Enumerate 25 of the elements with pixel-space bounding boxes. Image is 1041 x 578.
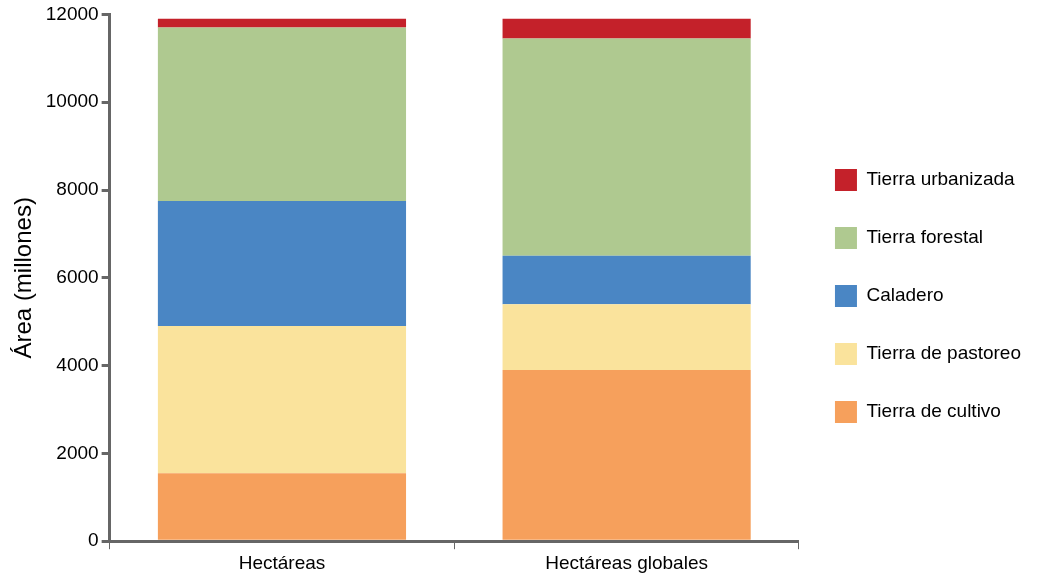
x-tick-label: Hectáreas globales (545, 551, 708, 573)
legend-label: Tierra forestal (866, 226, 983, 248)
y-tick-label: 8000 (56, 178, 99, 200)
x-tick-label: Hectáreas (238, 551, 326, 573)
y-tick-label: 4000 (56, 353, 99, 375)
y-axis-title: Área (millones) (9, 197, 37, 359)
legend-label: Caladero (866, 284, 944, 306)
bar (502, 38, 751, 256)
bar (502, 304, 751, 370)
bar (157, 473, 407, 540)
legend-label: Tierra urbanizada (866, 168, 1016, 190)
bar (502, 369, 751, 540)
y-tick-label: 2000 (56, 441, 99, 463)
y-tick-label: 6000 (56, 266, 99, 288)
legend-label: Tierra de pastoreo (866, 342, 1021, 364)
y-tick-label: 12000 (45, 2, 99, 24)
bar (502, 255, 751, 305)
bar (157, 200, 407, 327)
y-tick-label: 10000 (45, 90, 99, 112)
y-tick-label: 0 (88, 529, 99, 551)
bar (157, 326, 407, 474)
bar (502, 18, 751, 39)
legend-label: Tierra de cultivo (866, 400, 1001, 422)
bar (157, 18, 407, 28)
bar (157, 27, 407, 201)
